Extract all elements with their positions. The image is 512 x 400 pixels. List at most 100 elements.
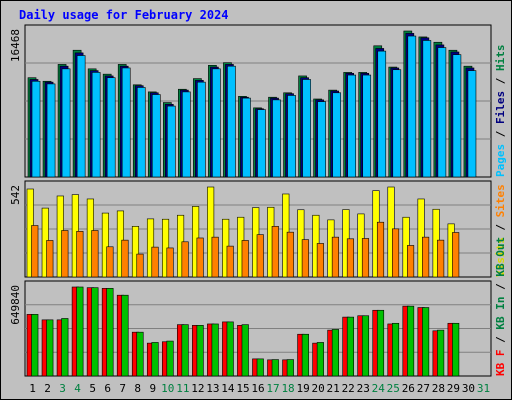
bar-pages — [287, 95, 296, 178]
bar-sites — [422, 236, 430, 278]
bar-pages — [452, 54, 462, 178]
bar-sites — [151, 246, 159, 278]
x-tick-label: 26 — [402, 382, 415, 395]
bar-sites — [316, 243, 324, 278]
bar-kb-out — [121, 294, 129, 377]
bar-kb-out — [376, 309, 385, 377]
legend-entry: KB F — [494, 350, 507, 377]
x-tick-label: 5 — [89, 382, 96, 395]
bar-pages — [407, 35, 417, 178]
x-tick-label: 19 — [296, 382, 309, 395]
bar-kb-out — [437, 329, 445, 377]
x-tick-label: 21 — [327, 382, 340, 395]
y-max-label: 542 — [9, 185, 22, 205]
bar-sites — [391, 228, 400, 278]
legend-entry: Pages — [494, 144, 507, 177]
legend-separator: / — [494, 217, 507, 237]
y-max-label: 649840 — [9, 285, 22, 325]
bar-sites — [271, 226, 279, 278]
x-tick-label: 3 — [59, 382, 66, 395]
legend-separator: / — [494, 124, 507, 144]
bar-kb-out — [256, 358, 264, 377]
chart-title: Daily usage for February 2024 — [19, 8, 229, 22]
bar-kb-out — [61, 318, 69, 377]
bar-kb-out — [407, 305, 415, 377]
bar-kb-out — [331, 329, 339, 377]
bar-pages — [422, 40, 432, 178]
bar-pages — [272, 99, 281, 178]
bar-sites — [46, 240, 54, 278]
x-tick-label: 18 — [281, 382, 294, 395]
bar-pages — [151, 94, 161, 178]
bar-sites — [286, 231, 294, 278]
bar-pages — [227, 65, 236, 178]
bar-pages — [302, 79, 311, 178]
bar-pages — [332, 92, 341, 178]
bar-pages — [136, 87, 146, 178]
x-tick-label: 11 — [176, 382, 189, 395]
bar-pages — [166, 105, 176, 178]
bar-kb-out — [166, 340, 174, 377]
bar-pages — [121, 67, 131, 178]
x-tick-label: 8 — [134, 382, 141, 395]
bar-sites — [181, 241, 189, 278]
x-tick-label: 7 — [119, 382, 126, 395]
x-tick-label: 30 — [462, 382, 475, 395]
legend-entry: KB In — [494, 297, 507, 330]
bar-pages — [437, 47, 447, 178]
legend-entry: Visits — [494, 237, 507, 277]
legend-separator: / — [494, 71, 507, 91]
legend-entry: Hits — [494, 45, 507, 72]
legend-entry: KB Out — [494, 237, 507, 277]
x-tick-label: 22 — [342, 382, 355, 395]
x-tick-label: 24 — [372, 382, 386, 395]
bar-pages — [212, 68, 221, 178]
legend-separator: / — [494, 330, 507, 350]
x-tick-label: 29 — [447, 382, 460, 395]
bar-kb-out — [226, 321, 234, 377]
bar-pages — [91, 72, 101, 178]
bar-kb-out — [286, 359, 294, 377]
bar-visits — [207, 186, 215, 278]
bar-pages — [347, 74, 357, 178]
bar-sites — [226, 245, 234, 278]
bar-kb-out — [316, 342, 324, 377]
bar-sites — [211, 236, 219, 278]
bar-kb-out — [391, 322, 400, 377]
x-tick-label: 4 — [74, 382, 81, 395]
bar-kb-out — [452, 322, 460, 377]
bar-kb-out — [106, 288, 114, 377]
bar-pages — [31, 80, 41, 178]
bar-pages — [197, 81, 206, 178]
bar-sites — [91, 230, 99, 278]
bar-visits — [101, 212, 109, 278]
bar-sites — [106, 246, 114, 278]
bar-sites — [61, 230, 69, 278]
bar-pages — [182, 91, 191, 178]
bar-visits — [131, 226, 140, 278]
bar-sites — [407, 245, 415, 278]
right-legend-label: Visits / Sites — [494, 184, 507, 277]
bar-kb-out — [361, 315, 370, 377]
bar-pages — [61, 68, 71, 178]
x-tick-label: 14 — [221, 382, 235, 395]
x-tick-label: 16 — [251, 382, 264, 395]
bar-pages — [362, 74, 372, 178]
bar-sites — [121, 239, 129, 278]
x-tick-label: 2 — [44, 382, 51, 395]
x-tick-label: 17 — [266, 382, 279, 395]
bar-sites — [301, 239, 309, 278]
bar-sites — [31, 225, 39, 278]
y-max-label: 16468 — [9, 29, 22, 62]
bar-sites — [437, 239, 445, 278]
x-tick-label: 13 — [206, 382, 219, 395]
bar-sites — [196, 237, 204, 278]
bar-sites — [166, 247, 174, 278]
x-tick-label: 12 — [191, 382, 204, 395]
bar-sites — [361, 238, 370, 278]
bar-sites — [376, 221, 385, 278]
x-tick-label: 27 — [417, 382, 430, 395]
bar-kb-out — [76, 286, 84, 377]
bar-kb-out — [422, 307, 430, 377]
bar-pages — [242, 97, 251, 178]
